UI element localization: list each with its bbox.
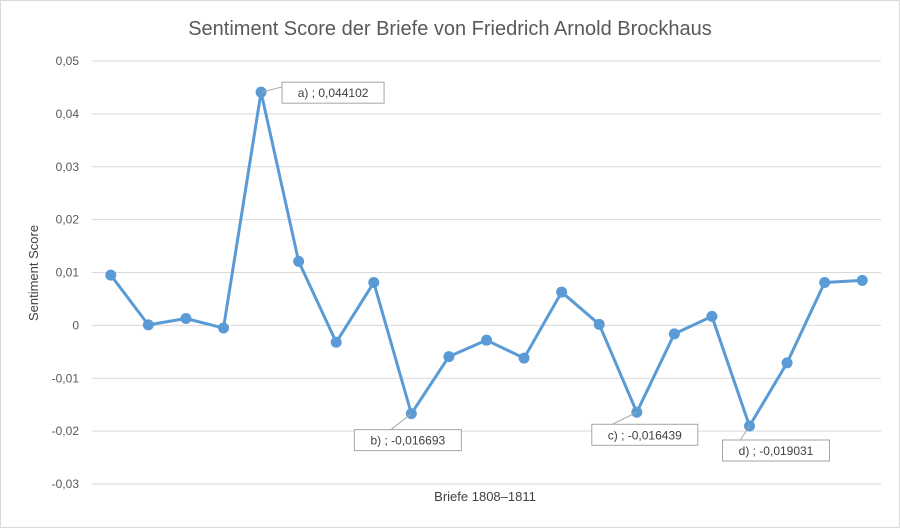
data-point	[105, 269, 117, 281]
data-label: c) ; -0,016439	[608, 428, 682, 442]
data-point	[368, 277, 380, 289]
data-point	[668, 328, 680, 340]
data-point	[556, 286, 568, 298]
y-tick-label: 0,03	[56, 160, 80, 174]
y-tick-label: -0,03	[52, 477, 80, 491]
y-tick-label: 0,05	[56, 54, 80, 68]
data-point	[142, 319, 154, 331]
y-tick-label: 0	[72, 318, 79, 332]
data-point	[819, 277, 831, 289]
data-point	[706, 310, 718, 322]
y-axis-title: Sentiment Score	[26, 225, 41, 321]
data-annotations: a) ; 0,044102 b) ; -0,016693 c) ; -0,01643…	[260, 81, 830, 462]
gridlines	[92, 60, 881, 485]
annotation-box	[722, 439, 830, 462]
data-point	[218, 322, 229, 334]
annotation-box	[281, 81, 385, 104]
annotation-box	[353, 429, 462, 452]
y-tick-label: 0,04	[56, 107, 80, 121]
y-tick-label: 0,02	[56, 213, 80, 227]
data-label: b) ; -0,016693	[370, 434, 445, 448]
data-label: a) ; 0,044102	[298, 86, 369, 100]
data-point	[293, 255, 305, 267]
y-axis-ticks: 0,05 0,04 0,03 0,02 0,01 0 -0,01 -0,02 -0,03	[52, 54, 80, 491]
data-point	[443, 351, 455, 363]
y-tick-label: 0,01	[56, 266, 80, 280]
y-tick-label: -0,01	[52, 371, 80, 385]
data-point	[481, 334, 492, 346]
annotation-box	[591, 423, 699, 446]
data-point	[180, 313, 192, 325]
series-sentiment	[105, 86, 868, 432]
series-line	[109, 90, 863, 428]
x-axis-title: Briefe 1808–1811	[434, 489, 536, 504]
data-point	[593, 318, 605, 330]
data-label: d) ; -0,019031	[739, 444, 814, 458]
chart-title: Sentiment Score der Briefe von Friedrich…	[188, 18, 712, 40]
y-tick-label: -0,02	[52, 424, 80, 438]
data-point	[781, 357, 793, 369]
data-point	[330, 336, 342, 348]
data-point	[518, 352, 530, 364]
data-point	[856, 274, 868, 286]
